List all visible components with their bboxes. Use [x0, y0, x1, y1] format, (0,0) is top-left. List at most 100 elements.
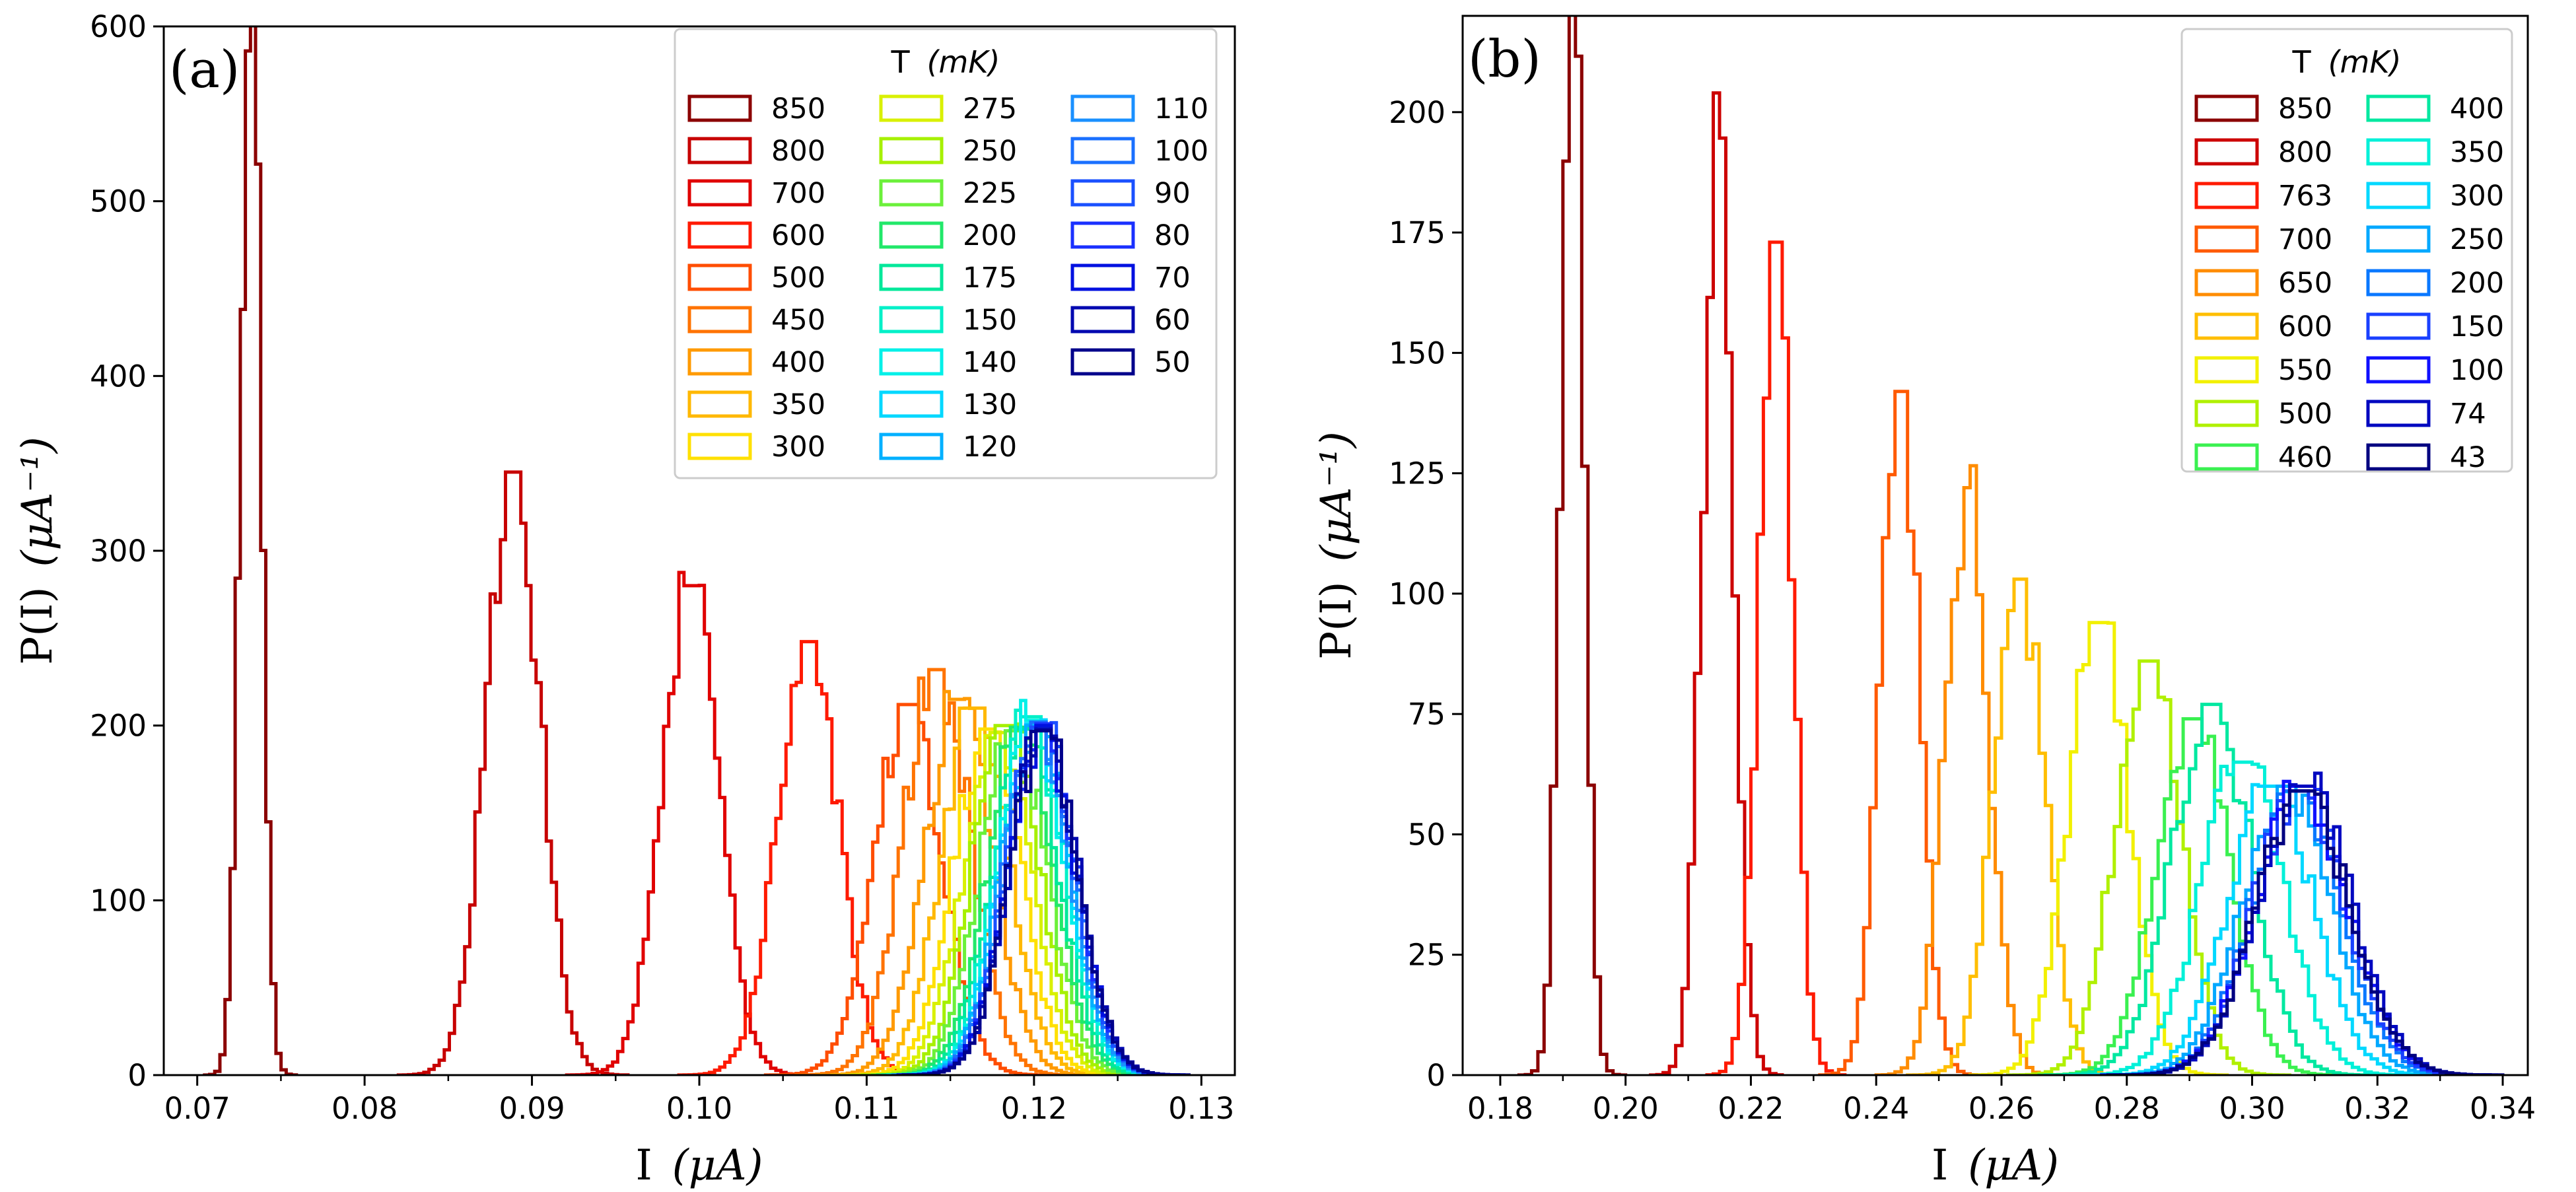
legend-swatch [1070, 94, 1135, 122]
legend-entry-763: 763 [2194, 180, 2332, 213]
legend-swatch [687, 390, 752, 418]
histogram-series-600 [677, 640, 941, 1075]
x-tick-label: 0.07 [164, 1091, 230, 1126]
legend-label: 74 [2450, 398, 2486, 431]
legend-entry-74: 74 [2366, 398, 2486, 431]
y-tick-label: 100 [90, 883, 147, 918]
histogram-series-250 [860, 722, 1150, 1075]
legend-label: 130 [963, 388, 1017, 421]
x-axis-label-name: I [635, 1141, 652, 1190]
legend-swatch [1070, 306, 1135, 333]
legend-entry-150: 150 [879, 304, 1017, 337]
x-tick-label: 0.28 [2094, 1091, 2160, 1126]
legend-label: 43 [2450, 441, 2486, 474]
histogram-series-50 [901, 729, 1191, 1075]
legend: T (mK) 850 800 763 700 650 600 550 500 460 400 350 30… [2180, 28, 2513, 474]
legend-label: 120 [963, 431, 1017, 464]
legend-entry-550: 550 [2194, 354, 2332, 387]
legend-swatch [687, 179, 752, 207]
legend-label: 60 [1154, 304, 1191, 337]
panel-label: (a) [169, 40, 240, 100]
x-tick-label: 0.12 [1001, 1091, 1067, 1126]
panel-a: 0.07 0.08 0.09 0.10 0.11 0.12 0.13 0 100 200 300 40… [13, 9, 1236, 1190]
legend-entry-500: 500 [687, 262, 825, 295]
legend-swatch [2194, 269, 2259, 297]
legend-label: 650 [2278, 267, 2332, 300]
x-tick-label: 0.10 [666, 1091, 732, 1126]
y-tick-label: 25 [1408, 938, 1445, 973]
histogram-series-400 [2043, 703, 2379, 1075]
legend-title: T (mK) [891, 44, 1000, 80]
legend-label: 250 [2450, 223, 2504, 256]
legend-label: 80 [1154, 219, 1191, 252]
legend-label: 400 [2450, 92, 2504, 125]
histogram-series-650 [1874, 464, 2060, 1075]
legend-label: 140 [963, 346, 1017, 379]
legend-entry-460: 460 [2194, 441, 2332, 474]
legend-entry-700: 700 [2194, 223, 2332, 256]
legend-entry-300: 300 [2366, 180, 2504, 213]
legend-title-name: T [2292, 44, 2312, 80]
y-axis-label-unit: (μA⁻¹) [1312, 431, 1361, 561]
y-tick-label: 50 [1408, 817, 1445, 852]
y-tick-label: 600 [90, 9, 147, 44]
legend-swatch [2194, 356, 2259, 384]
legend: T (mK) 850 800 700 600 500 450 400 350 300 275 250 22… [674, 28, 1218, 479]
histogram-series-350 [2062, 760, 2423, 1075]
legend-entry-200: 200 [879, 219, 1017, 252]
legend-swatch [879, 179, 944, 207]
legend-label: 275 [963, 92, 1017, 125]
legend-label: 500 [2278, 398, 2332, 431]
legend-entry-300: 300 [687, 431, 825, 464]
legend-label: 700 [2278, 223, 2332, 256]
legend-swatch [879, 306, 944, 333]
legend-swatch [2366, 225, 2431, 253]
legend-label: 600 [2278, 310, 2332, 343]
histogram-series-300 [840, 727, 1130, 1075]
legend-swatch [2194, 225, 2259, 253]
axes-frame [1461, 15, 2529, 1076]
y-axis-label-unit: (μA⁻¹) [13, 437, 62, 567]
legend-entry-80: 80 [1070, 219, 1191, 252]
y-tick-label: 300 [90, 534, 147, 569]
panel-b: 0.18 0.20 0.22 0.24 0.26 0.28 0.30 0.32 0.34 0 25 5… [1312, 15, 2536, 1190]
histogram-series-450 [794, 668, 1084, 1075]
y-axis-label: P(I) (μA⁻¹) [1312, 431, 1361, 659]
histogram-series-700 [1818, 390, 1984, 1075]
legend-swatch [1070, 263, 1135, 291]
legend-swatch [879, 433, 944, 460]
legend-entry-100: 100 [2366, 354, 2504, 387]
legend-swatch [687, 433, 752, 460]
legend-entry-120: 120 [879, 431, 1017, 464]
legend-entry-200: 200 [2366, 267, 2504, 300]
y-axis-label-name: P(I) [13, 586, 62, 664]
legend-swatch [1070, 179, 1135, 207]
legend-label: 50 [1154, 346, 1191, 379]
x-tick-label: 0.34 [2470, 1091, 2536, 1126]
legend-swatch [879, 348, 944, 376]
histogram-series-460 [2037, 717, 2348, 1075]
y-tick-label: 400 [90, 359, 147, 394]
histogram-series-550 [1968, 621, 2229, 1075]
legend-title: T (mK) [2292, 44, 2402, 80]
legend-label: 350 [2450, 136, 2504, 169]
x-axis-label-name: I [1932, 1141, 1948, 1190]
legend-entry-350: 350 [687, 388, 825, 421]
legend-swatch [687, 221, 752, 249]
legend-swatch [2194, 312, 2259, 340]
legend-entry-130: 130 [879, 388, 1017, 421]
legend-label: 850 [2278, 92, 2332, 125]
legend-entry-70: 70 [1070, 262, 1191, 295]
legend-label: 550 [2278, 354, 2332, 387]
legend-entry-250: 250 [879, 135, 1017, 168]
legend-entry-250: 250 [2366, 223, 2504, 256]
legend-label: 700 [771, 177, 825, 210]
legend-swatch [2366, 312, 2431, 340]
legend-label: 225 [963, 177, 1017, 210]
x-tick-label: 0.11 [833, 1091, 899, 1126]
y-tick-label: 200 [90, 709, 147, 744]
histogram-series-43 [2106, 789, 2505, 1075]
legend-title-unit: (mK) [927, 44, 1000, 80]
histogram-series-850 [1517, 16, 1628, 1075]
